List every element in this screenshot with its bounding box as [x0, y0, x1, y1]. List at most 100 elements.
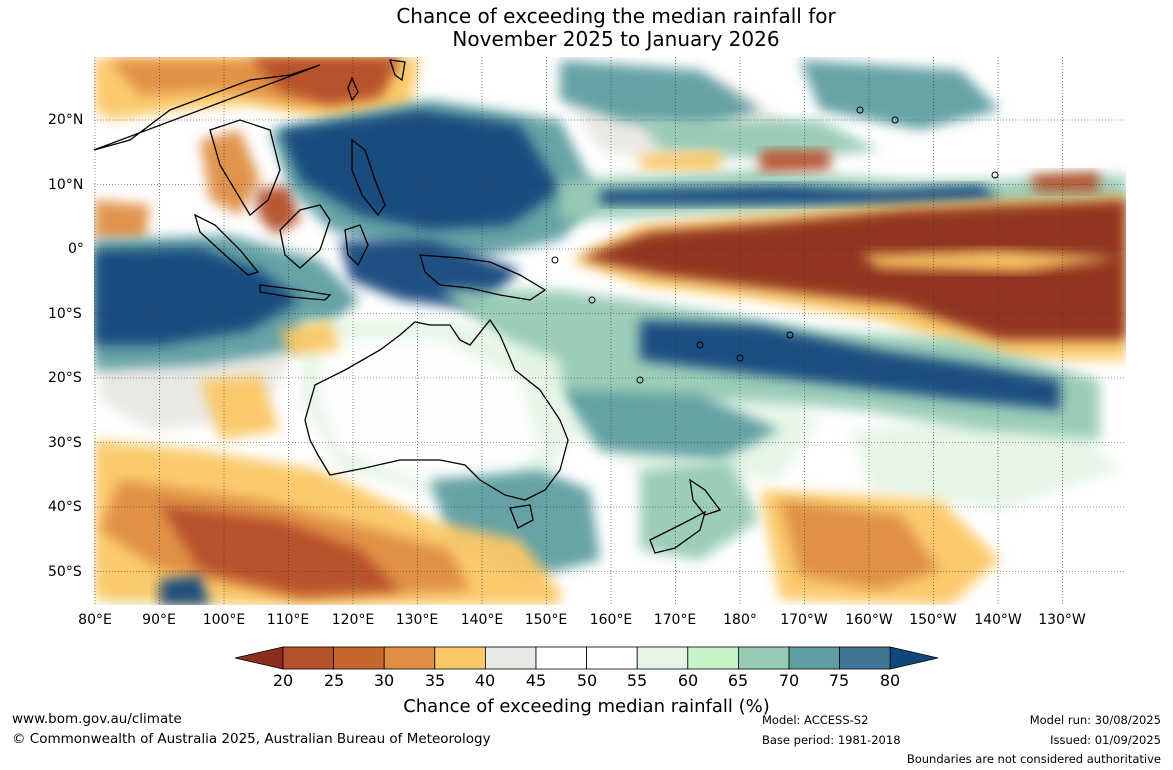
lon-label: 90°E: [142, 612, 176, 628]
colorbar-swatch: [788, 646, 840, 670]
model-run-date: Model run: 30/08/2025: [1029, 713, 1161, 727]
coastline: [259, 284, 332, 301]
colorbar-swatch: [636, 646, 689, 670]
colorbar-tick-label: 60: [677, 671, 699, 690]
coastline: [209, 119, 281, 216]
coastlines: [94, 59, 999, 554]
rainfall-region: [160, 505, 400, 595]
lat-label: 0°: [68, 241, 84, 257]
lat-label: 10°S: [48, 306, 82, 322]
colorbar-tick-label: 70: [778, 671, 800, 690]
colorbar-tick-label: 40: [474, 671, 496, 690]
lon-label: 100°E: [202, 612, 246, 628]
colorbar-tick-label: 55: [626, 671, 648, 690]
rainfall-region: [320, 340, 540, 490]
colorbar-swatch: [535, 646, 587, 670]
coastline: [347, 76, 359, 102]
lat-label: 50°S: [48, 564, 82, 580]
lon-label: 140°W: [974, 612, 1022, 628]
colorbar-tick-label: 75: [828, 671, 850, 690]
lon-label: 170°W: [780, 612, 828, 628]
island: [696, 341, 704, 349]
lon-label: 140°E: [460, 612, 504, 628]
rainfall-region: [760, 150, 830, 172]
rainfall-region: [94, 248, 300, 345]
coastline: [509, 504, 534, 529]
rainfall-region: [800, 60, 1000, 130]
island: [991, 171, 999, 179]
island: [736, 354, 744, 362]
colorbar-swatch: [839, 646, 891, 670]
colorbar-tick-label: 65: [727, 671, 749, 690]
coastline: [304, 318, 569, 501]
map-area: [94, 57, 1126, 605]
rainfall-region: [94, 200, 150, 240]
lat-label: 40°S: [48, 499, 82, 515]
issued-date: Issued: 01/09/2025: [1050, 733, 1161, 747]
site-url: www.bom.gov.au/climate: [12, 711, 182, 727]
rainfall-region: [860, 250, 1120, 272]
lon-label: 170°E: [653, 612, 697, 628]
island: [891, 116, 899, 124]
rainfall-region: [780, 500, 940, 590]
colorbar-tick-label: 35: [424, 671, 446, 690]
rainfall-region: [280, 110, 560, 230]
rainfall-region: [600, 185, 1000, 205]
rainfall-region: [200, 130, 260, 215]
lon-label: 130°E: [395, 612, 439, 628]
lon-label: 80°E: [78, 612, 112, 628]
map-title-line1: Chance of exceeding the median rainfall …: [396, 4, 836, 28]
copyright-notice: © Commonwealth of Australia 2025, Austra…: [12, 731, 491, 747]
coastline: [193, 213, 260, 276]
colorbar-swatch: [282, 646, 334, 670]
lon-label: 130°W: [1038, 612, 1086, 628]
coastline: [419, 254, 547, 301]
rainfall-region: [280, 320, 340, 355]
island: [551, 256, 559, 264]
island: [856, 106, 864, 114]
colorbar-swatch: [687, 646, 739, 670]
lat-label: 20°N: [48, 112, 84, 128]
colorbar-tick-label: 80: [879, 671, 901, 690]
coastline: [344, 224, 369, 267]
colorbar-swatch: [434, 646, 486, 670]
lon-label: 110°E: [266, 612, 310, 628]
rainfall-region: [160, 575, 210, 605]
graticule: [94, 57, 1126, 605]
coastline: [389, 59, 406, 82]
rainfall-region: [1030, 172, 1100, 192]
lat-label: 30°S: [48, 435, 82, 451]
rainfall-anomaly-fields: [94, 57, 1126, 605]
colorbar-swatch: [484, 646, 537, 670]
coastline: [649, 510, 707, 554]
colorbar: [234, 646, 939, 670]
rainfall-region: [640, 460, 760, 560]
colorbar-arrow-left: [234, 646, 284, 670]
colorbar-tick-label: 25: [323, 671, 345, 690]
boundaries-disclaimer: Boundaries are not considered authoritat…: [906, 752, 1161, 766]
colorbar-swatch: [586, 646, 638, 670]
colorbar-swatch: [738, 646, 790, 670]
colorbar-tick-label: 45: [525, 671, 547, 690]
lon-label: 150°E: [524, 612, 568, 628]
base-period: Base period: 1981-2018: [762, 733, 901, 747]
coastline: [279, 204, 331, 269]
rainfall-region: [640, 320, 1060, 410]
colorbar-swatch: [333, 646, 385, 670]
lon-label: 150°W: [909, 612, 957, 628]
coastline: [689, 478, 722, 516]
rainfall-region: [580, 200, 1126, 340]
colorbar-title: Chance of exceeding median rainfall (%): [403, 696, 770, 717]
island: [588, 296, 596, 304]
island: [786, 331, 794, 339]
rainfall-region: [560, 60, 760, 130]
colorbar-tick-label: 30: [373, 671, 395, 690]
colorbar-arrow-right: [889, 646, 939, 670]
coastline: [351, 138, 386, 217]
lon-label: 160°E: [589, 612, 633, 628]
lon-label: 160°W: [845, 612, 893, 628]
lon-label: 180°: [723, 612, 757, 628]
rainfall-region: [250, 57, 400, 105]
colorbar-swatch: [383, 646, 436, 670]
